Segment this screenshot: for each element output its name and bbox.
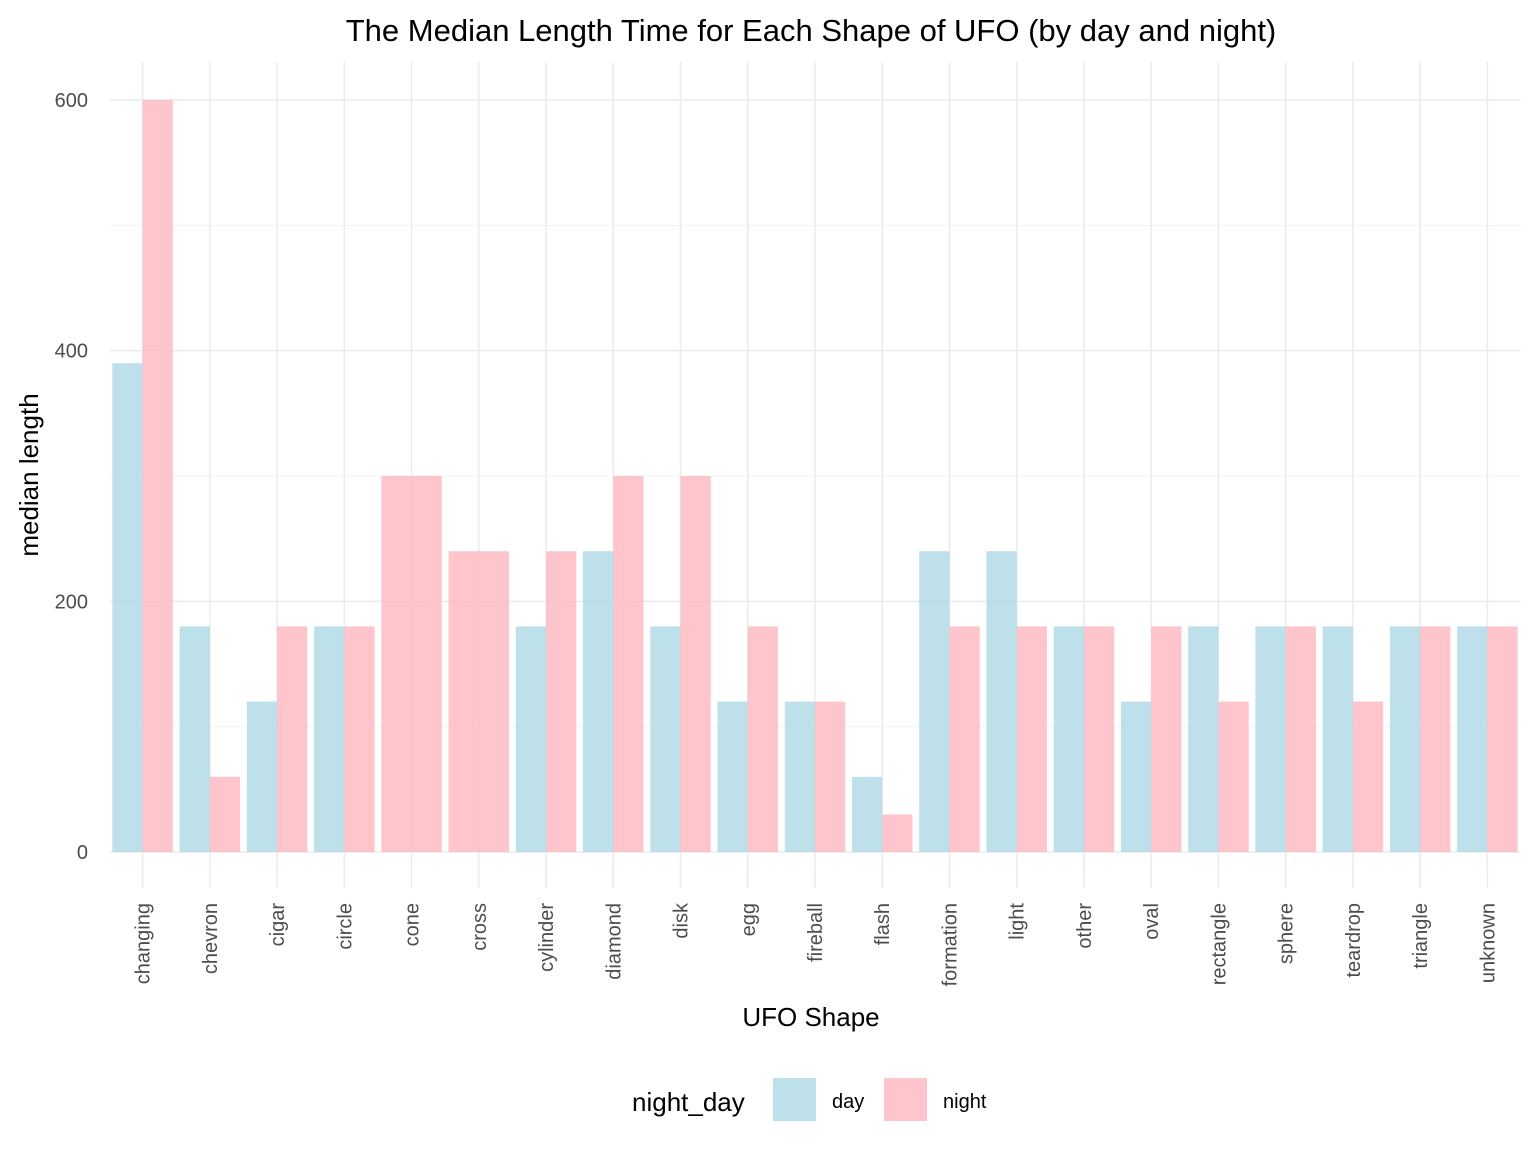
bar-day-disk (650, 626, 681, 852)
x-tick-label: rectangle (1208, 903, 1230, 985)
bar-day-fireball (784, 701, 815, 852)
y-axis-title: median length (14, 393, 44, 556)
bar-day-cigar (246, 701, 278, 852)
bar-day-changing (112, 363, 143, 852)
bar-night-cross (448, 551, 510, 852)
bar-night-unknown (1487, 626, 1518, 852)
bar-night-changing (142, 100, 173, 852)
legend-title: night_day (632, 1087, 745, 1117)
x-tick-label: circle (334, 903, 356, 950)
chart-title: The Median Length Time for Each Shape of… (346, 13, 1277, 48)
bar-night-formation (949, 626, 980, 852)
bar-night-rectangle (1218, 701, 1249, 852)
x-tick-label: cone (402, 903, 424, 946)
bar-day-teardrop (1322, 626, 1353, 852)
bar-day-oval (1120, 701, 1152, 852)
legend-key-night (884, 1078, 927, 1121)
x-axis-title: UFO Shape (742, 1002, 879, 1032)
legend-key-day (773, 1078, 816, 1121)
y-axis-ticks: 0 200 400 600 (55, 90, 88, 864)
x-tick-label: egg (738, 903, 760, 936)
bar-day-rectangle (1188, 626, 1219, 852)
legend-label-night: night (943, 1091, 987, 1113)
x-tick-label: cross (469, 903, 491, 951)
bars (112, 100, 1518, 852)
y-tick-label: 400 (55, 341, 88, 363)
bar-night-cylinder (546, 551, 577, 852)
bar-day-formation (919, 551, 950, 852)
bar-night-cone (381, 476, 442, 852)
x-tick-label: fireball (805, 903, 827, 962)
bar-day-cylinder (515, 626, 547, 852)
bar-night-egg (747, 626, 779, 852)
x-tick-label: other (1074, 903, 1096, 949)
bar-night-triangle (1420, 626, 1451, 852)
y-tick-label: 0 (77, 842, 88, 864)
x-tick-label: cylinder (536, 903, 558, 972)
x-tick-label: diamond (603, 903, 625, 980)
bar-day-circle (314, 626, 345, 852)
bar-night-oval (1151, 626, 1182, 852)
x-tick-label: chevron (200, 903, 222, 974)
legend: night_day day night (632, 1078, 987, 1121)
x-tick-label: teardrop (1343, 903, 1365, 978)
bar-night-light (1016, 626, 1047, 852)
x-axis-ticks: changing chevron cigar circle cone cross cylin… (133, 902, 1500, 986)
bar-day-flash (851, 776, 883, 852)
bar-night-cigar (277, 626, 308, 852)
x-tick-label: light (1007, 903, 1029, 940)
x-tick-label: triangle (1410, 903, 1432, 969)
bar-night-fireball (815, 701, 846, 852)
bar-night-circle (344, 626, 375, 852)
bar-day-light (986, 551, 1017, 852)
bar-day-diamond (583, 551, 614, 852)
x-tick-label: formation (939, 903, 961, 986)
bar-day-chevron (179, 626, 210, 852)
y-tick-label: 600 (55, 90, 88, 112)
bar-night-sphere (1285, 626, 1316, 852)
legend-items: day night (773, 1078, 987, 1121)
bar-day-unknown (1457, 626, 1488, 852)
bar-day-triangle (1389, 626, 1421, 852)
legend-label-day: day (832, 1091, 864, 1113)
bar-day-other (1053, 626, 1084, 852)
x-tick-label: flash (872, 903, 894, 945)
bar-night-disk (680, 476, 711, 852)
bar-night-flash (882, 814, 913, 852)
bar-day-sphere (1255, 626, 1286, 852)
bar-night-teardrop (1352, 701, 1384, 852)
x-tick-label: cigar (267, 903, 289, 947)
x-tick-label: oval (1141, 903, 1163, 940)
x-tick-label: unknown (1477, 903, 1499, 983)
x-tick-label: changing (133, 903, 155, 984)
x-tick-label: disk (671, 902, 693, 939)
bar-night-diamond (613, 476, 644, 852)
y-tick-label: 200 (55, 591, 88, 613)
bar-night-chevron (209, 776, 241, 852)
bar-night-other (1083, 626, 1115, 852)
x-tick-label: sphere (1276, 903, 1298, 964)
bar-day-egg (717, 701, 748, 852)
